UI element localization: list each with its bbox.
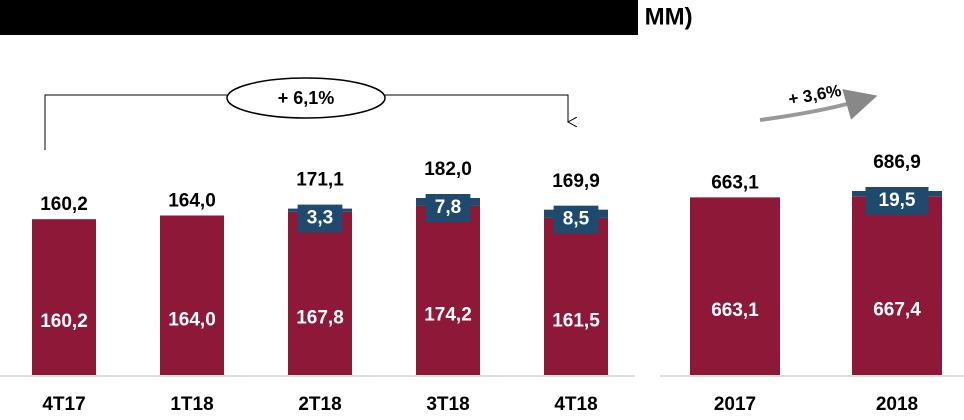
title-bar: [0, 0, 638, 35]
total-label: 169,9: [552, 171, 600, 192]
value-label: 667,4: [873, 300, 921, 321]
x-tick-label: 3T18: [426, 394, 469, 415]
x-tick-label: 1T18: [170, 394, 213, 415]
x-tick-label: 4T18: [554, 394, 597, 415]
value-label: 161,5: [552, 310, 600, 331]
total-label: 663,1: [711, 172, 759, 193]
bar-segment: [544, 217, 608, 375]
annotation-ellipse: [226, 77, 386, 119]
bar-segment: [852, 196, 942, 375]
x-tick-label: 4T17: [42, 394, 85, 415]
value-label: 7,8: [435, 197, 461, 218]
total-label: 164,0: [168, 191, 216, 212]
value-label: 663,1: [711, 300, 759, 321]
value-label: 164,0: [168, 309, 216, 330]
total-label: 171,1: [296, 170, 344, 191]
bracket: [44, 94, 568, 150]
value-label: 19,5: [879, 190, 916, 211]
label-box: [865, 187, 929, 215]
total-label: 686,9: [873, 152, 921, 173]
x-tick-label: 2017: [714, 394, 756, 415]
bar-segment: [288, 211, 352, 375]
value-label: 167,8: [296, 307, 344, 328]
bar-segment: [32, 219, 96, 375]
value-label: 174,2: [424, 304, 472, 325]
value-label: 3,3: [307, 208, 333, 229]
bar-segment: [160, 215, 224, 375]
label-box: [425, 194, 471, 222]
annotation: + 6,1%: [278, 88, 335, 108]
x-tick-label: 2018: [876, 394, 918, 415]
bar-segment: [416, 205, 480, 375]
value-label: 8,5: [563, 209, 590, 230]
total-label: 182,0: [424, 159, 472, 180]
total-label: 160,2: [40, 194, 88, 215]
label-box: [553, 205, 599, 234]
value-label: 160,2: [40, 311, 88, 332]
growth-arrow: [759, 89, 878, 122]
annotation: + 3,6%: [787, 81, 843, 109]
bar-segment: [690, 197, 780, 375]
x-tick-label: 2T18: [298, 394, 341, 415]
label-box: [297, 204, 343, 233]
